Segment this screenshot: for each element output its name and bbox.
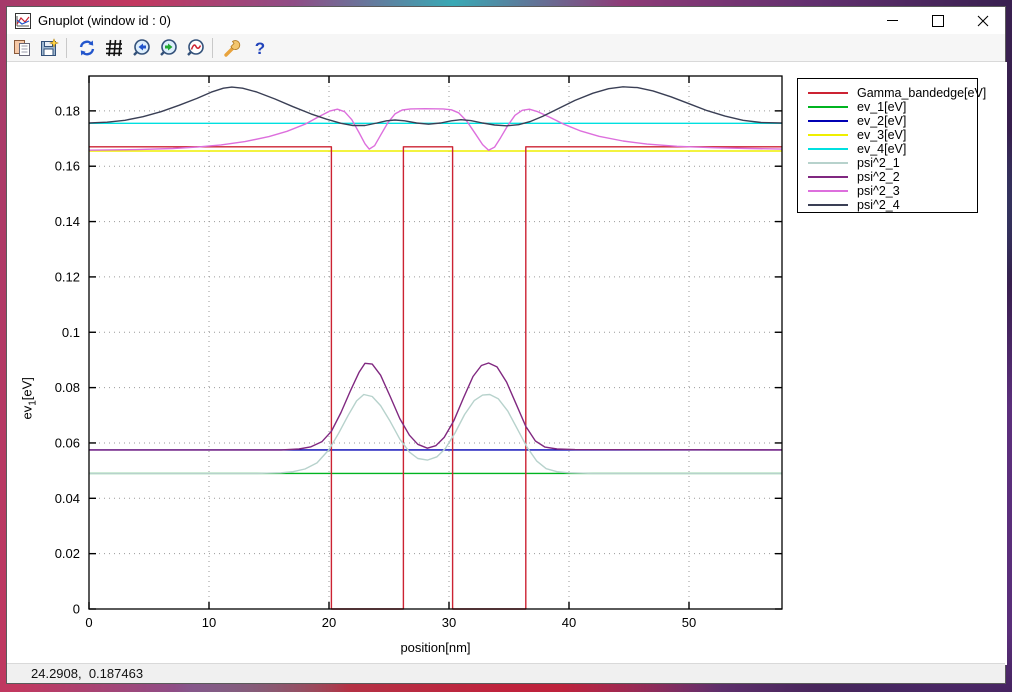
gnuplot-app-icon xyxy=(15,13,31,29)
legend-key-line xyxy=(808,134,848,136)
legend-item: ev_4[eV] xyxy=(808,142,977,156)
toggle-grid-button[interactable] xyxy=(102,36,126,60)
save-graph-button[interactable] xyxy=(37,36,61,60)
replot-button[interactable] xyxy=(75,36,99,60)
minimize-button[interactable] xyxy=(870,7,915,34)
legend-label: Gamma_bandedge[eV] xyxy=(857,86,986,100)
y-tick-label: 0.14 xyxy=(55,214,80,229)
toolbar: ? xyxy=(7,34,1005,62)
legend-item: psi^2_4 xyxy=(808,198,977,212)
legend-key-line xyxy=(808,106,848,108)
legend-label: ev_4[eV] xyxy=(857,142,906,156)
zoom-next-icon xyxy=(158,38,178,58)
copy-icon xyxy=(12,38,32,58)
legend-label: psi^2_3 xyxy=(857,184,900,198)
legend-key-line xyxy=(808,176,848,178)
toolbar-separator xyxy=(212,38,213,58)
legend-key-line xyxy=(808,162,848,164)
status-bar: 24.2908, 0.187463 xyxy=(7,663,1005,683)
close-button[interactable] xyxy=(960,7,1005,34)
series-psi^2_2 xyxy=(89,363,782,450)
help-icon: ? xyxy=(250,38,270,58)
legend-key-line xyxy=(808,120,848,122)
toolbar-separator xyxy=(66,38,67,58)
legend-label: psi^2_4 xyxy=(857,198,900,212)
legend-key-line xyxy=(808,148,848,150)
legend-key-line xyxy=(808,204,848,206)
series-psi^2_4 xyxy=(89,87,782,126)
minimize-icon xyxy=(887,20,898,21)
maximize-icon xyxy=(932,15,944,27)
legend-key-line xyxy=(808,190,848,192)
grid-icon xyxy=(104,38,124,58)
plot-client-area: 0 10 20 30 40 50 0 0.02 0.04 0.06 0.08 0.1 0.12 0.14 0… xyxy=(7,62,1007,665)
x-tick-label: 50 xyxy=(682,615,696,630)
close-icon xyxy=(977,15,989,27)
save-icon xyxy=(39,38,59,58)
help-button[interactable]: ? xyxy=(248,36,272,60)
y-tick-label: 0.02 xyxy=(55,546,80,561)
autoscale-button[interactable] xyxy=(183,36,207,60)
y-tick-label: 0.06 xyxy=(55,435,80,450)
y-tick-label: 0.1 xyxy=(62,325,80,340)
x-tick-label: 20 xyxy=(322,615,336,630)
legend-label: ev_2[eV] xyxy=(857,114,906,128)
window-title: Gnuplot (window id : 0) xyxy=(38,13,171,28)
legend-label: ev_3[eV] xyxy=(857,128,906,142)
legend-box: Gamma_bandedge[eV]ev_1[eV]ev_2[eV]ev_3[e… xyxy=(797,78,978,213)
replot-icon xyxy=(77,38,97,58)
x-tick-label: 30 xyxy=(442,615,456,630)
wrench-icon xyxy=(223,38,243,58)
y-tick-label: 0.18 xyxy=(55,103,80,118)
legend-label: psi^2_1 xyxy=(857,156,900,170)
legend-key-line xyxy=(808,92,848,94)
x-tick-label: 40 xyxy=(562,615,576,630)
y-tick-label: 0.04 xyxy=(55,491,80,506)
copy-to-clipboard-button[interactable] xyxy=(10,36,34,60)
cursor-coordinates: 24.2908, 0.187463 xyxy=(31,666,143,681)
y-axis-label: ev1[eV] xyxy=(20,358,39,438)
x-tick-label: 0 xyxy=(85,615,92,630)
series-psi^2_3 xyxy=(89,109,782,151)
legend-item: Gamma_bandedge[eV] xyxy=(808,86,977,100)
plot-frame xyxy=(89,76,782,609)
legend-item: psi^2_3 xyxy=(808,184,977,198)
zoom-previous-button[interactable] xyxy=(129,36,153,60)
title-bar[interactable]: Gnuplot (window id : 0) xyxy=(7,7,1005,34)
zoom-next-button[interactable] xyxy=(156,36,180,60)
y-tick-label: 0 xyxy=(73,602,80,617)
legend-label: ev_1[eV] xyxy=(857,100,906,114)
legend-item: psi^2_1 xyxy=(808,156,977,170)
autoscale-icon xyxy=(185,38,205,58)
legend-item: psi^2_2 xyxy=(808,170,977,184)
gnuplot-window: Gnuplot (window id : 0) xyxy=(6,6,1006,684)
svg-text:?: ? xyxy=(255,39,265,58)
x-tick-label: 10 xyxy=(202,615,216,630)
y-tick-label: 0.08 xyxy=(55,380,80,395)
y-tick-label: 0.16 xyxy=(55,159,80,174)
series-psi^2_1 xyxy=(89,395,782,474)
x-axis-label: position[nm] xyxy=(400,640,470,655)
y-tick-label: 0.12 xyxy=(55,269,80,284)
legend-item: ev_3[eV] xyxy=(808,128,977,142)
configure-button[interactable] xyxy=(221,36,245,60)
maximize-button[interactable] xyxy=(915,7,960,34)
legend-label: psi^2_2 xyxy=(857,170,900,184)
zoom-previous-icon xyxy=(131,38,151,58)
series-Gamma_bandedge[eV] xyxy=(89,147,782,609)
legend-item: ev_1[eV] xyxy=(808,100,977,114)
legend-item: ev_2[eV] xyxy=(808,114,977,128)
